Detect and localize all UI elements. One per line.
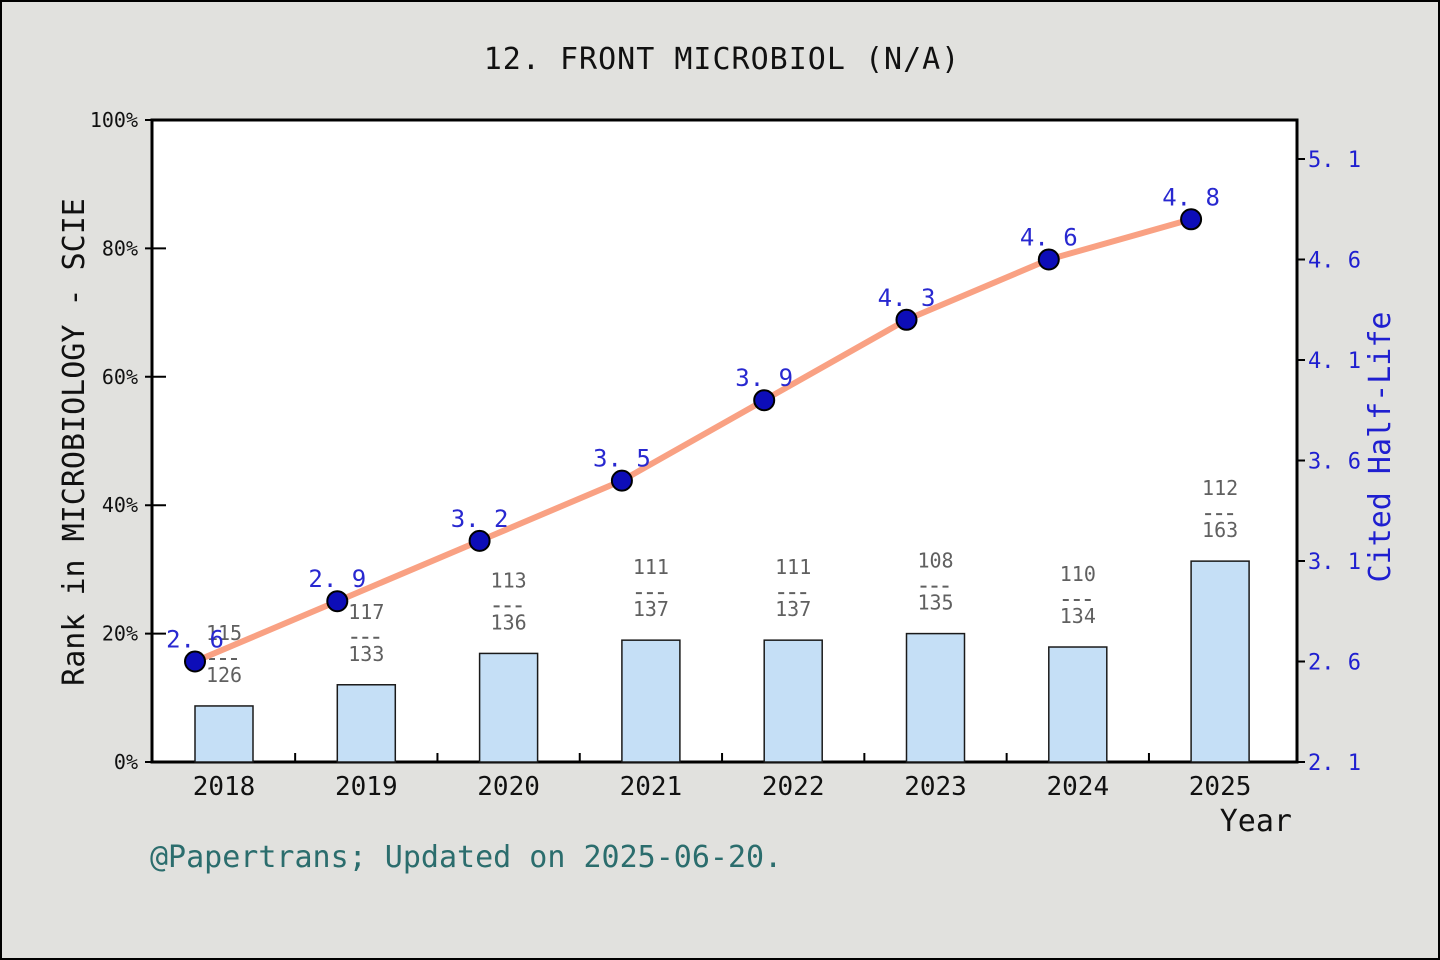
x-tick-label: 2019 xyxy=(335,772,398,802)
bar xyxy=(336,684,397,763)
right-tick-label: 5. 1 xyxy=(1308,148,1361,173)
x-tick-label: 2023 xyxy=(904,772,967,802)
fraction-denominator: 134 xyxy=(1060,604,1096,628)
x-tick-label: 2020 xyxy=(477,772,540,802)
data-point xyxy=(895,308,918,331)
right-tick-label: 2. 1 xyxy=(1308,751,1361,776)
right-tick-label: 4. 6 xyxy=(1308,249,1361,274)
left-tick-label: 80% xyxy=(102,236,138,260)
data-point xyxy=(753,389,776,412)
data-point xyxy=(1037,248,1060,271)
left-tick-label: 60% xyxy=(102,365,138,389)
data-point xyxy=(326,590,349,613)
data-point xyxy=(1180,208,1203,231)
right-tick-label: 3. 6 xyxy=(1308,450,1361,475)
bar xyxy=(1190,560,1250,763)
right-tick-label: 3. 1 xyxy=(1308,550,1361,575)
left-tick-label: 20% xyxy=(102,622,138,646)
fraction-denominator: 137 xyxy=(633,597,669,621)
data-point xyxy=(468,529,491,552)
fraction-numerator: 111 xyxy=(633,555,669,579)
x-tick-label: 2024 xyxy=(1046,772,1109,802)
bar xyxy=(905,632,966,763)
x-tick-label: 2018 xyxy=(193,772,256,802)
bar xyxy=(763,639,823,763)
value-label: 2. 9 xyxy=(308,565,366,593)
bar xyxy=(478,652,539,763)
fraction-numerator: 110 xyxy=(1060,562,1096,586)
fraction-denominator: 135 xyxy=(917,591,953,615)
bar xyxy=(194,705,254,763)
x-axis-title: Year xyxy=(1219,804,1292,839)
plot-frame xyxy=(150,118,1299,764)
right-axis-title: Cited Half-Life xyxy=(1363,311,1398,583)
bar xyxy=(621,639,681,763)
fraction-denominator: 163 xyxy=(1202,518,1238,542)
value-label: 3. 5 xyxy=(593,445,651,473)
fraction-numerator: 113 xyxy=(491,568,527,592)
value-label: 4. 8 xyxy=(1162,183,1220,211)
fraction-denominator: 133 xyxy=(348,642,384,666)
left-tick-label: 0% xyxy=(114,750,138,774)
value-label: 4. 6 xyxy=(1020,224,1078,252)
right-tick-label: 4. 1 xyxy=(1308,349,1361,374)
x-tick-label: 2021 xyxy=(620,772,683,802)
footer-note: @Papertrans; Updated on 2025-06-20. xyxy=(150,840,783,875)
left-tick-label: 40% xyxy=(102,493,138,517)
fraction-denominator: 137 xyxy=(775,597,811,621)
chart-title: 12. FRONT MICROBIOL (N/A) xyxy=(483,42,961,77)
x-tick-label: 2022 xyxy=(762,772,825,802)
fraction-numerator: 108 xyxy=(917,549,953,573)
value-label: 2. 6 xyxy=(166,626,224,654)
left-tick-label: 100% xyxy=(90,108,138,132)
fraction-denominator: 136 xyxy=(491,610,527,634)
fraction-numerator: 111 xyxy=(775,555,811,579)
x-tick-label: 2025 xyxy=(1189,772,1252,802)
data-point xyxy=(610,469,633,492)
data-point xyxy=(184,650,206,673)
fraction-numerator: 112 xyxy=(1202,476,1238,500)
fraction-denominator: 126 xyxy=(206,663,242,687)
value-label: 3. 9 xyxy=(735,364,793,392)
fraction-numerator: 117 xyxy=(348,600,384,624)
cited-half-life-line xyxy=(192,216,1195,665)
left-axis-title: Rank in MICROBIOLOGY - SCIE xyxy=(57,198,92,686)
value-label: 3. 2 xyxy=(451,505,509,533)
right-tick-label: 2. 6 xyxy=(1308,651,1361,676)
value-label: 4. 3 xyxy=(878,284,936,312)
bar xyxy=(1048,646,1108,763)
